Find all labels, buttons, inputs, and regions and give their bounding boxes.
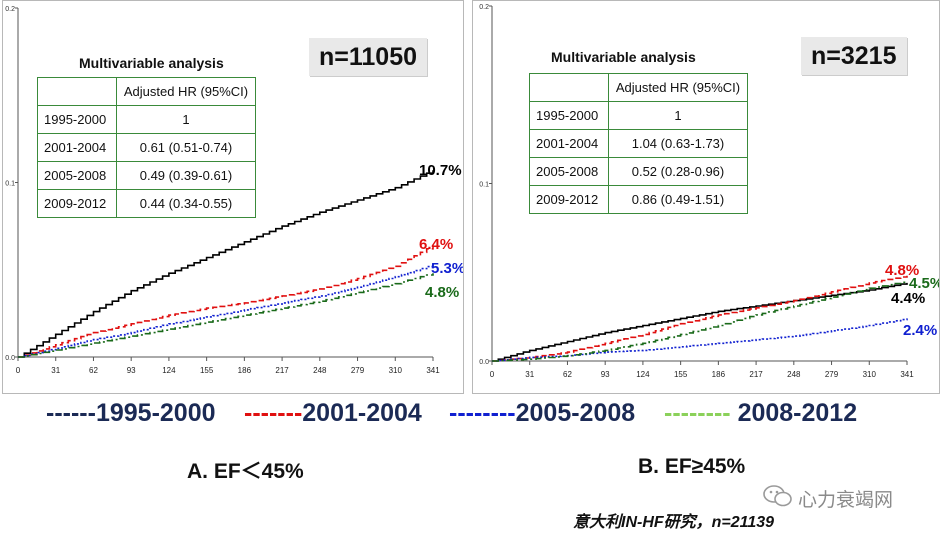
period-cell: 2009-2012 (37, 189, 117, 218)
x-tick-label: 0 (16, 366, 21, 375)
legend-item-2008-2012: -------- 2008-2012 (664, 396, 857, 430)
x-tick-label: 341 (900, 370, 914, 379)
hr-value-cell: 1.04 (0.63-1.73) (608, 129, 748, 158)
series-line-2001-2004 (18, 245, 434, 358)
legend-label-1995-2000: ------1995-2000 (46, 399, 216, 427)
hr-value-cell: 1 (116, 105, 256, 134)
series-line-2001-2004 (492, 275, 908, 362)
legend-label-2008-2012: -------- 2008-2012 (664, 399, 858, 427)
chart-panel-b: 0.2 0.1 0.0 0 31 62 93 124 155 186 217 248 279 310 341… (472, 0, 940, 394)
sample-size-label-b: n=3215 (801, 37, 907, 75)
x-tick-label: 217 (749, 370, 763, 379)
hr-value-cell: 0.49 (0.39-0.61) (116, 161, 256, 190)
x-tick-label: 0 (490, 370, 495, 379)
sample-size-label-a: n=11050 (309, 38, 428, 76)
x-tick-label: 186 (712, 370, 726, 379)
x-tick-label: 124 (162, 366, 176, 375)
chart-panel-a: 0.2 0.1 0.0 0 31 62 93 124 155 186 217 248 279 310 341… (2, 0, 464, 394)
hr-table-header: Adjusted HR (95%CI) (529, 73, 748, 102)
table-row: 1995-2000 1 (529, 101, 748, 130)
caption-b: B. EF≥45% (638, 455, 746, 478)
x-tick-label: 31 (525, 370, 534, 379)
caption-a: A. EF＜45% (187, 460, 304, 483)
end-label-2005-2008: 2.4% (903, 322, 937, 339)
x-tick-label: 93 (127, 366, 136, 375)
series-line-2005-2008 (18, 264, 434, 358)
table-row: 2005-2008 0.52 (0.28-0.96) (529, 157, 748, 186)
y-tick-label: 0.2 (5, 6, 15, 13)
y-tick-label: 0.0 (479, 359, 489, 366)
hr-header-cell: Adjusted HR (95%CI) (116, 77, 256, 106)
period-cell: 2009-2012 (529, 185, 609, 214)
x-tick-label: 186 (238, 366, 252, 375)
end-label-1995-2000: 10.7% (419, 162, 462, 179)
legend-label-2001-2004: -------2001-2004 (244, 399, 422, 427)
hr-header-cell (529, 73, 609, 102)
period-cell: 1995-2000 (529, 101, 609, 130)
end-label-1995-2000: 4.4% (891, 290, 925, 307)
table-row: 2009-2012 0.44 (0.34-0.55) (37, 189, 256, 218)
hr-table-a: Adjusted HR (95%CI) 1995-2000 1 2001-2004 0.… (37, 77, 256, 218)
end-label-2001-2004: 6.4% (419, 236, 453, 253)
series-line-2009-2012 (492, 281, 908, 362)
table-row: 1995-2000 1 (37, 105, 256, 134)
end-label-2001-2004: 4.8% (885, 262, 919, 279)
km-chart-a: 0.2 0.1 0.00 31 62 93 124 155 186 217 248 279 310 341… (5, 6, 463, 375)
x-tick-label: 62 (563, 370, 572, 379)
watermark-text: 心力衰竭网 (798, 490, 894, 511)
x-tick-label: 279 (825, 370, 839, 379)
series-line-1995-2000 (18, 170, 434, 358)
hr-value-cell: 0.44 (0.34-0.55) (116, 189, 256, 218)
legend-label-2005-2008: --------2005-2008 (449, 399, 636, 427)
x-tick-label: 62 (89, 366, 98, 375)
period-cell: 1995-2000 (37, 105, 117, 134)
table-row: 2009-2012 0.86 (0.49-1.51) (529, 185, 748, 214)
x-tick-label: 155 (674, 370, 688, 379)
x-tick-label: 93 (601, 370, 610, 379)
hr-table-b: Adjusted HR (95%CI) 1995-2000 1 2001-2004 1.… (529, 73, 748, 214)
end-label-2009-2012: 4.5% (909, 275, 939, 292)
x-tick-label: 155 (200, 366, 214, 375)
x-tick-label: 124 (636, 370, 650, 379)
series-line-2009-2012 (18, 273, 434, 358)
x-tick-label: 248 (787, 370, 801, 379)
wechat-icon (763, 485, 792, 507)
end-label-2009-2012: 4.8% (425, 284, 459, 301)
hr-header-cell: Adjusted HR (95%CI) (608, 73, 748, 102)
x-tick-label: 310 (863, 370, 877, 379)
hr-value-cell: 0.61 (0.51-0.74) (116, 133, 256, 162)
table-title-a: Multivariable analysis (79, 55, 224, 71)
period-cell: 2001-2004 (37, 133, 117, 162)
x-tick-label: 31 (51, 366, 60, 375)
legend-item-2005-2008: --------2005-2008 (449, 396, 635, 430)
hr-table-header: Adjusted HR (95%CI) (37, 77, 256, 106)
table-row: 2005-2008 0.49 (0.39-0.61) (37, 161, 256, 190)
x-tick-label: 341 (426, 366, 440, 375)
hr-value-cell: 0.86 (0.49-1.51) (608, 185, 748, 214)
legend-item-1995-2000: ------1995-2000 (46, 396, 216, 430)
y-tick-label: 0.2 (479, 4, 489, 11)
y-tick-label: 0.0 (5, 355, 15, 362)
x-tick-label: 279 (351, 366, 365, 375)
series-line-1995-2000 (492, 282, 908, 362)
period-cell: 2005-2008 (529, 157, 609, 186)
hr-value-cell: 0.52 (0.28-0.96) (608, 157, 748, 186)
hr-value-cell: 1 (608, 101, 748, 130)
period-cell: 2001-2004 (529, 129, 609, 158)
period-cell: 2005-2008 (37, 161, 117, 190)
y-tick-label: 0.1 (479, 182, 489, 189)
km-chart-b: 0.2 0.1 0.00 31 62 93 124 155 186 217 248 279 310 341… (479, 4, 939, 379)
x-tick-label: 217 (275, 366, 289, 375)
legend: ------1995-2000 -------2001-2004 -------… (0, 396, 951, 432)
source-note: 意大利IN-HF研究，n=21139 (573, 514, 775, 531)
hr-header-cell (37, 77, 117, 106)
end-label-2005-2008: 5.3% (431, 260, 463, 277)
table-title-b: Multivariable analysis (551, 49, 696, 65)
y-tick-label: 0.1 (5, 181, 15, 188)
table-row: 2001-2004 0.61 (0.51-0.74) (37, 133, 256, 162)
x-tick-label: 310 (389, 366, 403, 375)
table-row: 2001-2004 1.04 (0.63-1.73) (529, 129, 748, 158)
x-tick-label: 248 (313, 366, 327, 375)
legend-item-2001-2004: -------2001-2004 (244, 396, 422, 430)
